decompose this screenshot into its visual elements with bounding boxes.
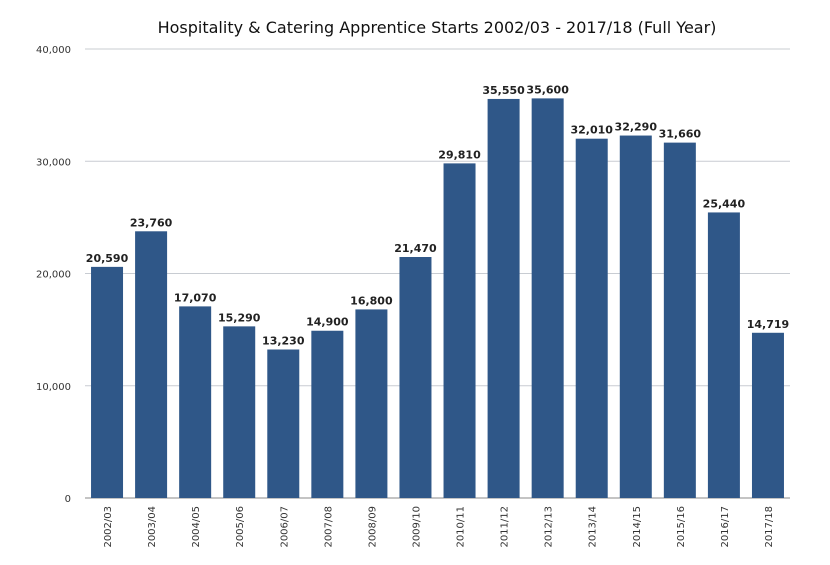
bar-2005-06 — [223, 326, 256, 498]
y-tick-label: 10,000 — [36, 382, 71, 393]
chart-title: Hospitality & Catering Apprentice Starts… — [158, 18, 717, 37]
data-label: 35,550 — [482, 84, 525, 97]
x-tick-label: 2005/06 — [235, 506, 246, 548]
bar-2004-05 — [179, 306, 212, 498]
x-tick-label: 2002/03 — [103, 506, 114, 548]
x-tick-label: 2008/09 — [367, 506, 378, 548]
data-label: 25,440 — [703, 197, 746, 210]
bar-2010-11 — [443, 163, 476, 498]
x-tick-label: 2009/10 — [411, 506, 422, 548]
bar-2002-03 — [91, 266, 124, 498]
data-label: 20,590 — [86, 252, 129, 265]
bar-2013-14 — [575, 138, 608, 498]
data-label: 23,760 — [130, 216, 173, 229]
x-tick-label: 2010/11 — [456, 506, 467, 548]
bar-2015-16 — [663, 142, 696, 498]
bar-2008-09 — [355, 309, 388, 498]
y-tick-label: 40,000 — [36, 45, 71, 56]
data-label: 17,070 — [174, 291, 217, 304]
x-tick-label: 2004/05 — [191, 506, 202, 548]
y-tick-label: 0 — [65, 494, 71, 505]
data-label: 32,290 — [615, 121, 658, 134]
x-tick-label: 2017/18 — [764, 506, 775, 548]
data-label: 29,810 — [438, 148, 481, 161]
y-tick-label: 20,000 — [36, 270, 71, 281]
data-label: 14,900 — [306, 316, 349, 329]
data-label: 31,660 — [659, 128, 702, 141]
x-tick-label: 2006/07 — [279, 506, 290, 548]
data-label: 13,230 — [262, 334, 305, 347]
data-label: 32,010 — [570, 124, 613, 137]
bar-2016-17 — [707, 212, 740, 498]
x-tick-label: 2014/15 — [632, 506, 643, 548]
bar-2006-07 — [267, 349, 300, 498]
x-tick-label: 2007/08 — [323, 506, 334, 548]
bar-2007-08 — [311, 330, 344, 498]
data-label: 35,600 — [526, 83, 569, 96]
x-tick-label: 2016/17 — [720, 506, 731, 548]
data-label: 14,719 — [747, 318, 789, 331]
data-label: 16,800 — [350, 294, 393, 307]
y-tick-label: 30,000 — [36, 157, 71, 168]
data-label: 15,290 — [218, 311, 261, 324]
bar-2003-04 — [135, 231, 168, 498]
x-tick-label: 2003/04 — [147, 506, 158, 548]
bar-2012-13 — [531, 98, 564, 498]
bar-2011-12 — [487, 98, 520, 499]
bar-2009-10 — [399, 256, 432, 498]
x-tick-label: 2012/13 — [544, 506, 555, 548]
x-tick-label: 2013/14 — [588, 506, 599, 548]
x-tick-label: 2015/16 — [676, 506, 687, 548]
data-label: 21,470 — [394, 242, 437, 255]
x-tick-label: 2011/12 — [500, 506, 511, 548]
bar-2017-18 — [751, 332, 784, 498]
bar-2014-15 — [619, 135, 652, 499]
